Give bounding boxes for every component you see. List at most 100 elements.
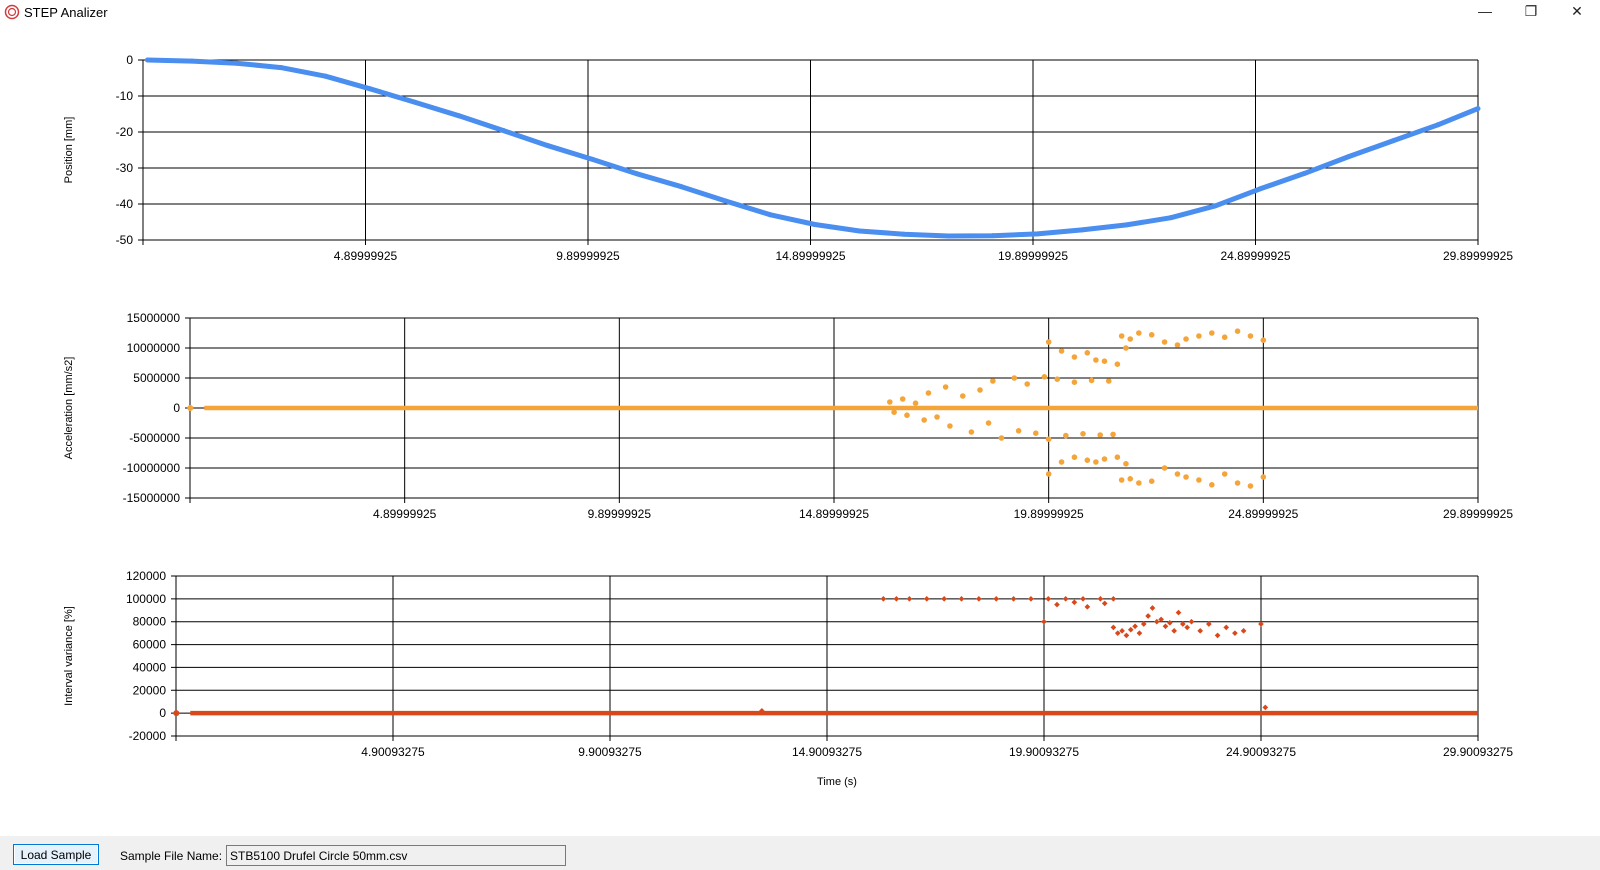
scatter-point [1101,600,1108,607]
scatter-point [1132,623,1138,630]
position-data-point [1079,227,1085,233]
scatter-point [958,596,965,602]
scatter-point [1223,624,1230,631]
position-data-point [856,228,862,234]
scatter-point [1010,596,1017,602]
position-data-point [500,128,506,134]
app-icon [4,4,20,20]
position-data-point [1475,106,1481,112]
interval-variance-chart: 120000 100000 80000 60000 40000 20000 0 -20000 4… [0,566,1600,806]
scatter-point [968,429,975,435]
restore-button[interactable]: ❐ [1524,3,1538,19]
scatter-point [941,596,947,602]
position-data-point [767,212,773,218]
scatter-point [904,412,910,418]
scatter-point [942,384,949,390]
scatter-point [993,596,1000,602]
x-tick-label: 4.90093275 [361,745,425,759]
y-tick-label: 20000 [133,683,167,697]
x-tick-label: 29.89999925 [1443,507,1513,521]
load-sample-button[interactable]: Load Sample [13,844,99,865]
x-tick-label: 9.89999925 [588,507,652,521]
x-axis-title: Time (s) [817,776,857,788]
interval-variance-chart-svg: 120000 100000 80000 60000 40000 20000 0 -20000 4… [63,569,1513,788]
position-data-point [1034,231,1040,237]
scatter-point [1221,334,1228,340]
scatter-point [1114,454,1121,460]
sample-file-name-label: Sample File Name: [120,849,223,863]
position-data-point [1123,222,1129,228]
scatter-point [1180,621,1186,627]
scatter-point [1045,596,1052,602]
bottom-toolbar: Load Sample Sample File Name: [0,836,1600,870]
position-data-point [990,233,996,239]
scatter-point [947,423,953,429]
scatter-point [1088,377,1095,384]
scatter-point [1136,630,1143,636]
scatter-point [1206,621,1212,627]
scatter-point [1093,459,1099,465]
scatter-point [976,596,982,602]
y-tick-label: -50 [116,233,134,247]
scatter-point [1247,333,1254,339]
close-button[interactable]: ✕ [1571,3,1583,19]
x-tick-label: 19.90093275 [1009,745,1079,759]
scatter-point [899,396,906,402]
scatter-point [1148,478,1155,484]
minimize-button[interactable]: — [1478,3,1492,19]
scatter-point [1097,596,1104,602]
x-tick-label: 9.89999925 [556,249,620,263]
window-title: STEP Analizer [24,5,108,20]
position-data-point [1390,138,1396,144]
x-tick-label: 9.90093275 [578,745,642,759]
scatter-point [1247,483,1254,489]
y-tick-label: 5000000 [133,371,180,385]
scatter-point [891,409,897,415]
scatter-point [887,399,893,405]
scatter-point [893,596,900,602]
y-axis-title: Acceleration [mm/s2] [63,357,75,460]
x-tick-label: 4.89999925 [334,249,398,263]
scatter-point [759,708,765,714]
scatter-point [1260,337,1267,343]
scatter-point [1175,609,1182,616]
scatter-point [1221,471,1228,477]
scatter-point [1127,626,1134,633]
position-data-point [411,99,417,105]
scatter-point [1234,480,1241,486]
x-tick-label: 14.89999925 [775,249,845,263]
scatter-point [906,596,913,602]
sample-file-name-field[interactable] [226,845,566,866]
scatter-point [1063,432,1069,439]
x-tick-label: 14.90093275 [792,745,862,759]
scatter-point [1110,624,1117,631]
scatter-point [1183,474,1189,480]
scatter-point [1136,480,1142,486]
position-data-point [901,231,907,237]
scatter-point [1105,378,1112,384]
scatter-point [1183,336,1189,342]
y-axis-title: Position [mm] [63,117,75,184]
scatter-point [1071,379,1078,385]
acceleration-chart: 15000000 10000000 5000000 0 -5000000 -1000000… [0,308,1600,538]
y-tick-label: 15000000 [127,311,181,325]
acceleration-chart-svg: 15000000 10000000 5000000 0 -5000000 -1000000… [63,311,1513,521]
y-tick-label: -10000000 [123,461,181,475]
scatter-point [1045,339,1052,345]
scatter-point [1097,432,1103,438]
position-data-point [1435,122,1441,128]
position-data-point [189,58,195,64]
position-data-point [545,143,551,149]
scatter-point [1084,604,1091,610]
title-bar: STEP Analizer — ❐ ✕ [0,0,1600,26]
scatter-point [1062,596,1069,602]
scatter-point [1209,482,1215,488]
scatter-point [1145,613,1151,619]
y-tick-label: 100000 [126,592,166,606]
scatter-point [1149,605,1156,611]
position-series-line [147,57,1479,239]
x-tick-label: 29.89999925 [1443,249,1513,263]
scatter-point [1174,342,1181,348]
position-data-point [1301,170,1307,176]
scatter-point [1118,333,1125,339]
